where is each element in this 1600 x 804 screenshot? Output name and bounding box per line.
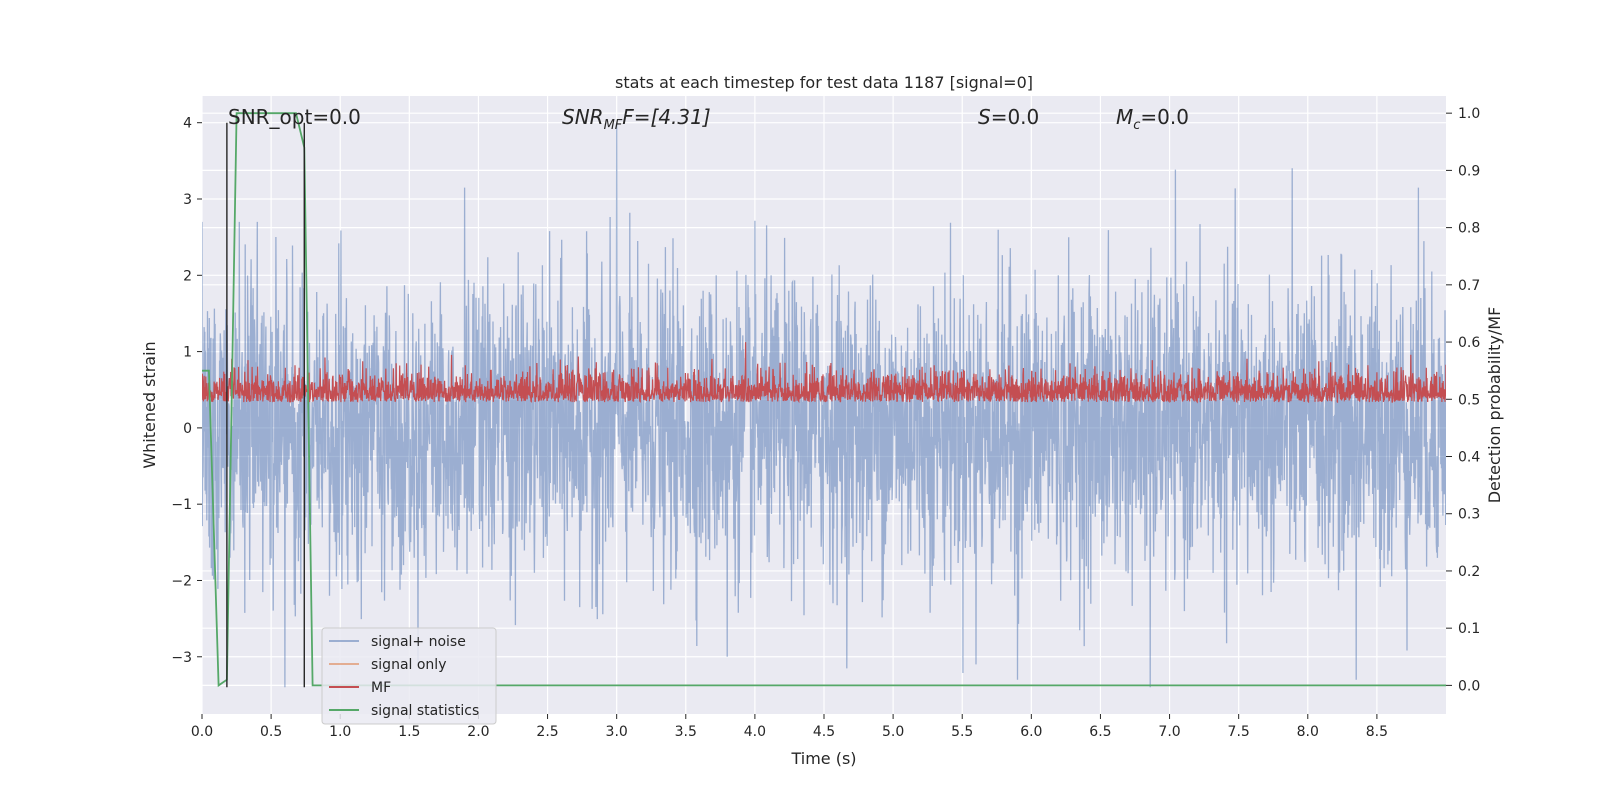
- y-right-tick-label: 1.0: [1458, 106, 1480, 122]
- x-axis-label: Time (s): [790, 749, 856, 768]
- x-tick-label: 2.0: [467, 724, 489, 740]
- x-tick-label: 5.5: [951, 724, 973, 740]
- x-tick-label: 7.5: [1228, 724, 1250, 740]
- y-right-tick-label: 0.0: [1458, 678, 1480, 694]
- series-signal-noise-line: [202, 122, 1446, 688]
- y-tick-label: −3: [171, 650, 192, 666]
- y-tick-label: −2: [171, 573, 192, 589]
- x-tick-label: 2.5: [536, 724, 558, 740]
- legend-label-signal-only: signal only: [371, 657, 446, 673]
- y-axis-label-left: Whitened strain: [140, 341, 159, 468]
- annotation-snr-mf: SNRMFF=[4.31]: [562, 105, 711, 133]
- legend-label-signal-statistics: signal statistics: [371, 703, 479, 719]
- y-right-tick-label: 0.8: [1458, 221, 1480, 237]
- annotation-mc: Mc=0.0: [1116, 105, 1189, 133]
- annotation-snr-opt: SNR_opt=0.0: [228, 105, 361, 129]
- legend-label-mf: MF: [371, 680, 391, 696]
- y-right-tick-label: 0.1: [1458, 621, 1480, 637]
- x-tick-label: 1.5: [398, 724, 420, 740]
- y-right-tick-label: 0.7: [1458, 278, 1480, 294]
- y-right-tick-label: 0.2: [1458, 564, 1480, 580]
- y-right-tick-label: 0.9: [1458, 163, 1480, 179]
- x-tick-label: 1.0: [329, 724, 351, 740]
- legend-box: [321, 627, 497, 725]
- x-tick-label: 8.0: [1297, 724, 1319, 740]
- vertical-marker-layer: [226, 122, 305, 688]
- x-tick-label: 0.0: [191, 724, 213, 740]
- x-tick-label: 5.0: [882, 724, 904, 740]
- x-tick-label: 7.0: [1158, 724, 1180, 740]
- series-signal-statistics-line: [202, 112, 1446, 688]
- legend-label-signal-noise: signal+ noise: [371, 634, 466, 650]
- x-tick-label: 4.0: [744, 724, 766, 740]
- annotation-s: S=0.0: [978, 105, 1039, 129]
- x-tick-label: 8.5: [1366, 724, 1388, 740]
- y-axis-label-right: Detection probability/MF: [1485, 307, 1504, 504]
- y-tick-label: 1: [183, 345, 192, 361]
- tick-layer: 0.0 0.5 1.0 1.5 2.0 2.5 3.0 3.5 4.0 4.5 5.0 5.5 6.0 6…: [171, 106, 1480, 740]
- y-right-tick-label: 0.5: [1458, 392, 1480, 408]
- y-tick-label: 0: [183, 421, 192, 437]
- x-tick-label: 3.5: [675, 724, 697, 740]
- y-right-tick-label: 0.4: [1458, 450, 1480, 466]
- x-tick-label: 4.5: [813, 724, 835, 740]
- x-tick-label: 0.5: [260, 724, 282, 740]
- chart-title: stats at each timestep for test data 118…: [615, 73, 1033, 92]
- y-tick-label: 4: [183, 116, 192, 132]
- y-tick-label: 2: [183, 268, 192, 284]
- series-mf-line: [202, 342, 1446, 404]
- x-tick-label: 6.0: [1020, 724, 1042, 740]
- y-tick-label: −1: [171, 497, 192, 513]
- series-layer: [202, 112, 1446, 688]
- y-tick-label: 3: [183, 192, 192, 208]
- x-tick-label: 3.0: [606, 724, 628, 740]
- y-right-tick-label: 0.3: [1458, 507, 1480, 523]
- legend: signal+ noise signal only MF signal stat…: [321, 627, 497, 725]
- y-right-tick-label: 0.6: [1458, 335, 1480, 351]
- x-tick-label: 6.5: [1089, 724, 1111, 740]
